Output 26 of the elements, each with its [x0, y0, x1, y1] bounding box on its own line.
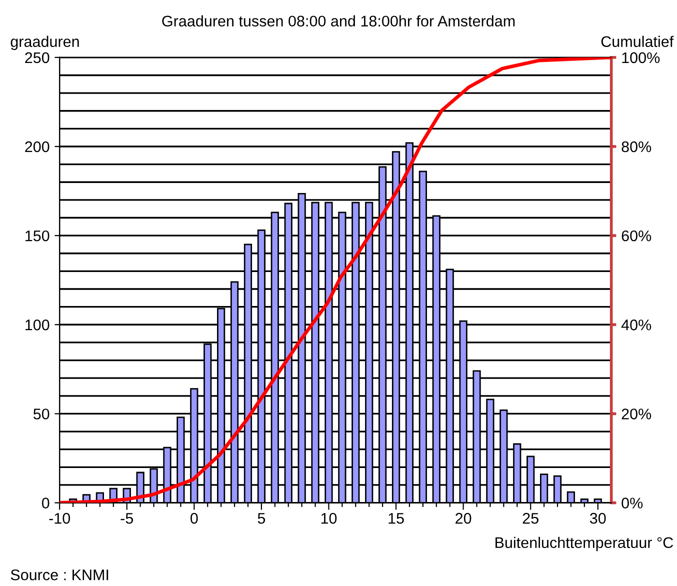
x-tick-label: 15 — [388, 513, 404, 524]
y2-tick-label: 80% — [622, 141, 652, 152]
x-axis-title: Buitenluchttemperatuur °C — [496, 536, 674, 552]
x-tick-label: 0 — [190, 512, 198, 524]
x-tick-label: -10 — [49, 512, 70, 524]
y-tick-label: 200 — [25, 141, 50, 152]
y-tick-label: 250 — [25, 52, 50, 64]
y-axis-title: graaduren — [10, 36, 79, 50]
y2-tick-label: 0% — [622, 498, 643, 508]
y-tick-label: 150 — [26, 230, 50, 242]
y-tick-label: 0 — [42, 498, 50, 508]
x-tick-label: 10 — [321, 512, 337, 524]
y2-tick-label: 60% — [622, 230, 652, 242]
y2-tick-label: 100% — [622, 52, 660, 64]
y2-tick-label: 40% — [621, 320, 652, 330]
x-tick-label: -5 — [120, 513, 134, 524]
x-tick-label: 5 — [258, 513, 266, 524]
x-tick-label: 25 — [522, 512, 538, 524]
y-tick-label: 50 — [33, 408, 50, 420]
y2-tick-label: 20% — [622, 408, 652, 420]
x-tick-label: 20 — [456, 512, 472, 524]
source-note: Source : KNMI — [10, 569, 108, 580]
y2-axis-title: Cumulatief — [601, 36, 674, 48]
y-tick-label: 100 — [26, 320, 50, 330]
x-tick-label: 30 — [590, 512, 606, 524]
chart-title: Graaduren tussen 08:00 and 18:00hr for Amsterdam — [162, 15, 515, 27]
